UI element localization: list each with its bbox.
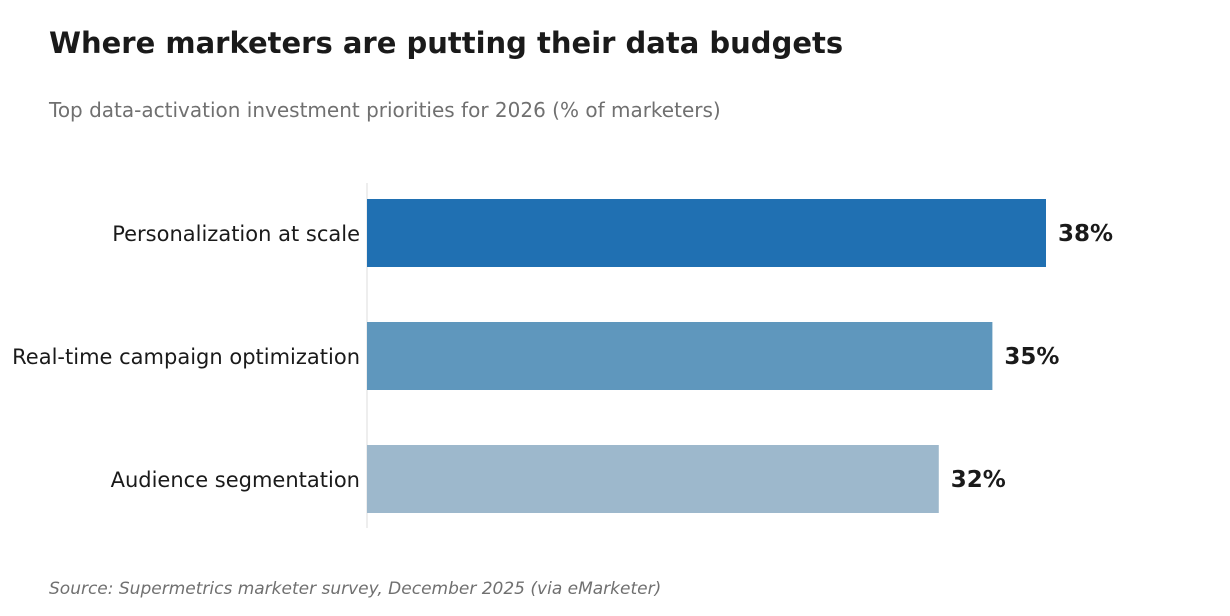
value-label: 35% bbox=[1004, 344, 1059, 370]
category-label: Personalization at scale bbox=[112, 222, 360, 246]
value-label: 38% bbox=[1058, 221, 1113, 247]
value-label: 32% bbox=[951, 467, 1006, 493]
category-label: Audience segmentation bbox=[111, 468, 360, 492]
bar-1 bbox=[367, 199, 1046, 267]
chart-source: Source: Supermetrics marketer survey, De… bbox=[49, 579, 662, 599]
category-label: Real-time campaign optimization bbox=[12, 345, 360, 369]
chart-subtitle: Top data-activation investment prioritie… bbox=[49, 98, 721, 122]
chart-title: Where marketers are putting their data b… bbox=[49, 26, 844, 60]
bars-group: Personalization at scale 38% Real-time cam… bbox=[12, 199, 1113, 513]
bar-3 bbox=[367, 445, 939, 513]
bar-2 bbox=[367, 322, 993, 390]
